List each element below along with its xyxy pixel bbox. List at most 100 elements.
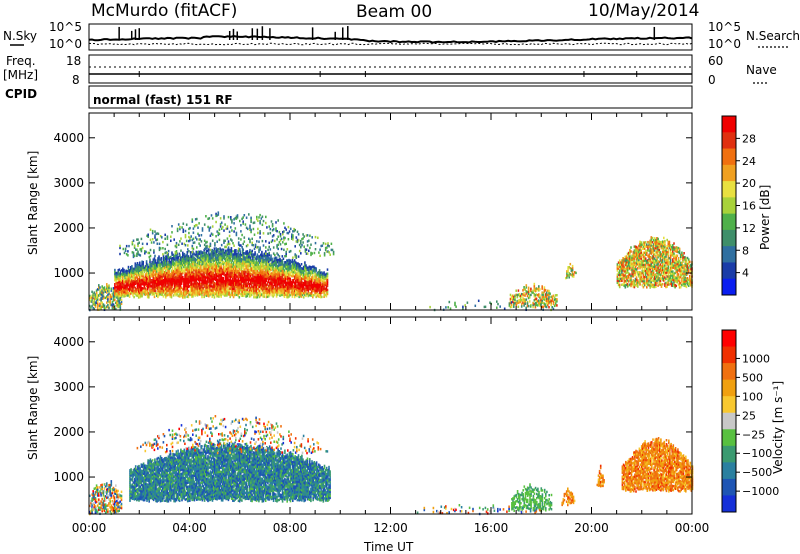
data-cell xyxy=(217,247,220,251)
data-cell xyxy=(627,274,630,277)
data-cell xyxy=(134,264,137,267)
data-cell xyxy=(230,287,233,291)
data-cell xyxy=(134,288,137,292)
data-cell xyxy=(125,271,127,275)
data-cell xyxy=(208,250,210,253)
data-cell xyxy=(124,286,126,290)
data-cell xyxy=(226,292,228,295)
data-cell xyxy=(158,269,160,273)
data-cell xyxy=(187,263,190,266)
data-cell xyxy=(134,282,137,286)
data-cell xyxy=(90,300,92,303)
data-cell xyxy=(202,266,204,270)
data-cell xyxy=(267,295,270,298)
data-cell xyxy=(306,266,308,269)
data-cell xyxy=(651,259,654,262)
data-cell xyxy=(117,277,120,280)
data-cell xyxy=(222,268,225,272)
data-cell xyxy=(292,262,295,266)
data-cell xyxy=(244,278,246,282)
data-cell xyxy=(212,279,215,283)
data-cell xyxy=(268,225,270,228)
data-cell xyxy=(232,261,235,264)
data-cell xyxy=(150,268,152,272)
data-cell xyxy=(180,272,183,275)
data-cell xyxy=(566,272,568,275)
data-cell xyxy=(270,256,272,259)
data-cell xyxy=(178,272,181,276)
data-cell xyxy=(533,303,536,306)
data-cell xyxy=(197,278,200,282)
data-cell xyxy=(125,277,127,281)
data-cell xyxy=(195,254,198,258)
data-cell xyxy=(136,276,139,279)
data-cell xyxy=(226,261,228,265)
data-cell xyxy=(206,255,208,258)
data-cell xyxy=(642,241,645,244)
data-cell xyxy=(124,284,126,288)
data-cell xyxy=(519,298,522,302)
data-cell xyxy=(259,246,261,249)
data-cell xyxy=(650,280,653,284)
data-cell xyxy=(637,281,639,284)
data-cell xyxy=(168,293,170,297)
data-cell xyxy=(313,287,315,291)
data-cell xyxy=(641,269,644,273)
data-cell xyxy=(298,283,300,286)
data-cell xyxy=(122,293,124,297)
data-cell xyxy=(188,266,191,270)
data-cell xyxy=(135,292,138,295)
data-cell xyxy=(229,279,231,282)
data-cell xyxy=(165,296,167,299)
data-cell xyxy=(313,283,315,287)
data-cell xyxy=(228,262,230,266)
data-cell xyxy=(215,254,218,257)
data-cell xyxy=(128,291,131,294)
data-cell xyxy=(255,267,258,271)
data-cell xyxy=(127,254,129,257)
data-cell xyxy=(197,291,200,294)
data-cell xyxy=(262,293,264,296)
data-cell xyxy=(248,276,251,280)
data-cell xyxy=(265,285,268,289)
data-cell xyxy=(661,260,664,264)
data-cell xyxy=(213,277,216,281)
data-cell xyxy=(283,289,286,292)
data-cell xyxy=(251,243,253,247)
data-cell xyxy=(205,266,208,269)
data-cell xyxy=(260,280,262,283)
data-cell xyxy=(659,241,662,244)
data-cell xyxy=(239,278,242,282)
data-cell xyxy=(315,291,317,295)
data-cell xyxy=(656,239,658,242)
data-cell xyxy=(148,281,150,285)
data-cell xyxy=(309,284,312,287)
data-cell xyxy=(237,276,239,279)
data-cell xyxy=(516,293,519,297)
data-cell xyxy=(221,272,224,276)
data-cell xyxy=(140,284,142,288)
data-cell xyxy=(299,282,302,286)
data-cell xyxy=(624,269,627,273)
data-cell xyxy=(200,266,202,270)
data-cell xyxy=(640,255,642,258)
data-cell xyxy=(237,253,239,257)
data-cell xyxy=(307,268,310,271)
data-cell xyxy=(235,263,237,266)
data-cell xyxy=(106,287,108,290)
data-cell xyxy=(532,289,534,293)
data-cell xyxy=(200,254,203,257)
data-cell xyxy=(215,220,217,224)
data-cell xyxy=(221,278,224,282)
data-cell xyxy=(125,244,128,248)
data-cell xyxy=(624,261,627,265)
data-cell xyxy=(631,272,633,276)
data-cell xyxy=(655,277,657,280)
data-cell xyxy=(279,272,281,275)
data-cell xyxy=(165,265,167,269)
data-cell xyxy=(204,279,207,283)
data-cell xyxy=(325,276,328,280)
data-cell xyxy=(248,291,251,294)
data-cell xyxy=(327,244,329,247)
data-cell xyxy=(235,271,237,274)
